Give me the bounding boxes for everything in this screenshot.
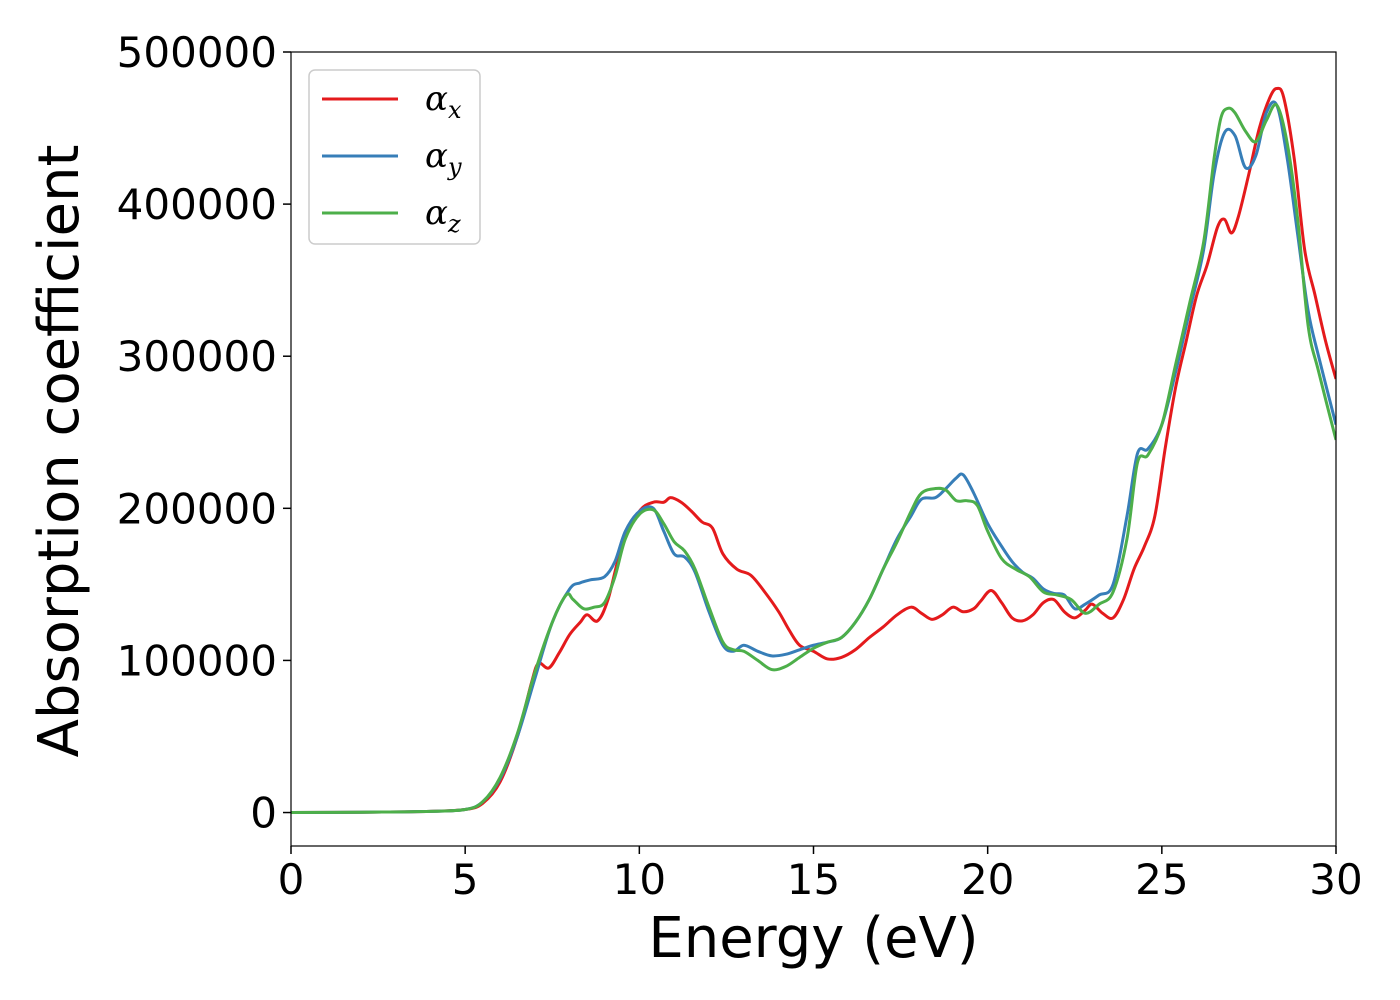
legend-label: αz <box>425 193 461 238</box>
x-axis-title: Energy (eV) <box>648 906 978 971</box>
series-line-alpha-z <box>291 103 1336 815</box>
legend-label: αx <box>425 79 462 124</box>
series-lines <box>291 86 1336 815</box>
y-tick-label: 200000 <box>117 484 277 533</box>
legend-label-symbol: α <box>425 136 448 176</box>
x-tick-label: 10 <box>613 855 666 904</box>
y-axis-ticks: 0 100000 200000 300000 400000 500000 <box>117 28 291 838</box>
x-tick-label: 30 <box>1309 855 1362 904</box>
plot-frame <box>290 51 1337 847</box>
x-tick-label: 25 <box>1135 855 1188 904</box>
legend-label-subscript: x <box>448 96 462 124</box>
x-axis-ticks: 0 5 10 15 20 25 30 <box>278 846 1363 904</box>
legend-label-symbol: α <box>425 79 448 119</box>
y-tick-label: 400000 <box>117 180 277 229</box>
x-tick-label: 0 <box>278 855 305 904</box>
legend-label-subscript: y <box>447 153 462 181</box>
y-tick-label: 500000 <box>117 28 277 77</box>
legend-label-subscript: z <box>447 210 461 238</box>
y-tick-label: 300000 <box>117 332 277 381</box>
y-tick-label: 100000 <box>117 636 277 685</box>
legend-label-symbol: α <box>425 193 448 233</box>
series-line-alpha-x <box>291 86 1336 815</box>
x-tick-label: 20 <box>961 855 1014 904</box>
legend-label: αy <box>425 136 462 181</box>
x-tick-label: 5 <box>452 855 479 904</box>
y-axis-title: Absorption coefficient <box>27 145 92 758</box>
y-tick-label: 0 <box>250 789 277 838</box>
x-tick-label: 15 <box>787 855 840 904</box>
